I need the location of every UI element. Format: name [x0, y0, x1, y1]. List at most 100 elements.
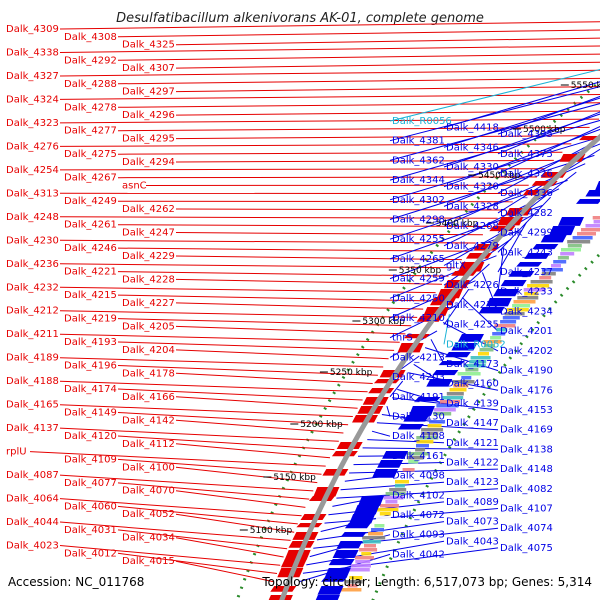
feature-segment [362, 536, 386, 540]
feature-segment [527, 284, 550, 288]
reverse-gene [532, 244, 559, 250]
leader-line-left [175, 232, 483, 236]
topology-label: Topology: circular; Length: 6,517,073 bp… [261, 575, 592, 589]
gene-label-left: Dalk_4221 [64, 267, 117, 278]
gene-label-left: Dalk_4174 [64, 384, 117, 395]
feature-segment [585, 224, 600, 228]
feature-segment [461, 376, 472, 380]
reverse-gene [478, 307, 505, 314]
feature-segment [440, 400, 460, 404]
gene-label-left: Dalk_4294 [122, 157, 175, 168]
feature-segment [350, 572, 365, 576]
reverse-gene [432, 370, 459, 376]
gene-label-left: Dalk_4023 [6, 541, 59, 552]
feature-segment [577, 232, 596, 236]
reverse-gene [353, 505, 380, 515]
reverse-gene [576, 199, 600, 204]
gene-label-right: Dalk_4123 [446, 477, 499, 488]
feature-segment [470, 356, 491, 360]
leader-line-left [59, 216, 498, 219]
leader-line-left [117, 29, 600, 38]
gene-label-left: Dalk_4142 [122, 415, 175, 426]
leader-line-left [117, 53, 600, 61]
gene-label-left: Dalk_4296 [122, 110, 175, 121]
leader-line-right [371, 430, 391, 437]
feature-segment [400, 464, 421, 468]
gene-label-right: Dalk_4298 [392, 215, 445, 226]
reverse-gene [332, 550, 359, 558]
gene-label-right: Dalk_4102 [392, 490, 445, 501]
feature-segment [416, 440, 434, 444]
gene-label-right: Dalk_4108 [392, 431, 445, 442]
leader-line-left [175, 349, 389, 360]
leader-line-right [497, 221, 527, 273]
leader-line-right [424, 347, 499, 372]
gene-label-left: Dalk_4297 [122, 87, 175, 98]
gene-label-left: Dalk_4277 [64, 126, 117, 137]
gene-label-left: Dalk_4278 [64, 102, 117, 113]
feature-segment [572, 236, 593, 240]
gene-label-left: Dalk_4166 [122, 392, 175, 403]
reverse-gene [340, 532, 367, 537]
leader-line-left [59, 357, 384, 368]
leader-line-left [175, 513, 295, 533]
feature-segment [407, 456, 424, 460]
leader-line-right [392, 397, 499, 411]
feature-segment [416, 444, 429, 448]
backbone-arc [279, 133, 600, 600]
feature-segment [524, 292, 539, 296]
gene-label-right: Dalk_4250 [392, 293, 445, 304]
leader-line-left [117, 552, 278, 574]
reverse-gene [426, 379, 453, 387]
gene-label-left: Dalk_4189 [6, 353, 59, 364]
leader-line-right [497, 125, 600, 174]
gene-label-right: Dalk_4234 [500, 306, 553, 317]
gene-label-right: Dalk_4042 [392, 549, 445, 560]
gene-label-left: Dalk_4064 [6, 494, 59, 505]
gene-label-left: Dalk_4246 [64, 243, 117, 254]
feature-segment [465, 368, 479, 372]
gene-label-left: Dalk_4149 [64, 408, 117, 419]
gene-label-left: Dalk_4247 [122, 228, 175, 239]
feature-segment [479, 348, 494, 352]
leader-line-left [59, 94, 600, 100]
leader-line-left [175, 325, 406, 335]
reverse-gene [321, 577, 348, 582]
feature-segment [429, 420, 446, 424]
leader-line-left [175, 61, 600, 69]
feature-segment [368, 532, 384, 536]
feature-segment [496, 328, 508, 332]
gene-label-right: Dalk_R0056 [392, 116, 452, 127]
leader-line-left [175, 135, 581, 140]
gene-label-right: Dalk_4173 [446, 359, 499, 370]
gene-label-left: Dalk_4228 [122, 274, 175, 285]
feature-segment [433, 412, 452, 416]
gene-label-left: Dalk_4087 [6, 470, 59, 481]
leader-line-left [117, 505, 298, 525]
feature-segment [539, 276, 552, 280]
feature-segment [463, 364, 486, 368]
leader-line-left [117, 318, 412, 327]
gene-label-right: Dalk_4344 [392, 175, 445, 186]
gene-label-right: Dalk_4217 [446, 300, 499, 311]
feature-segment [398, 472, 415, 476]
feature-segment [347, 584, 358, 588]
feature-segment [385, 500, 398, 504]
gene-label-right: gltX [446, 261, 466, 272]
leader-line-left [59, 69, 600, 77]
feature-segment [355, 560, 371, 564]
gene-label-left: Dalk_4261 [64, 220, 117, 231]
gene-label-left: Dalk_4324 [6, 94, 59, 105]
gene-label-left: Dalk_4060 [64, 501, 117, 512]
leader-line-left [175, 537, 284, 558]
feature-segment [371, 528, 384, 532]
gene-label-right: Dalk_4326 [500, 169, 553, 180]
leader-line-left [117, 247, 469, 252]
reverse-gene [549, 226, 576, 236]
gene-label-left: Dalk_4219 [64, 314, 117, 325]
gene-label-right: Dalk_4235 [446, 320, 499, 331]
gene-label-right: Dalk_4191 [392, 392, 445, 403]
feature-segment [395, 480, 409, 484]
gene-label-right: Dalk_4161 [392, 451, 445, 462]
